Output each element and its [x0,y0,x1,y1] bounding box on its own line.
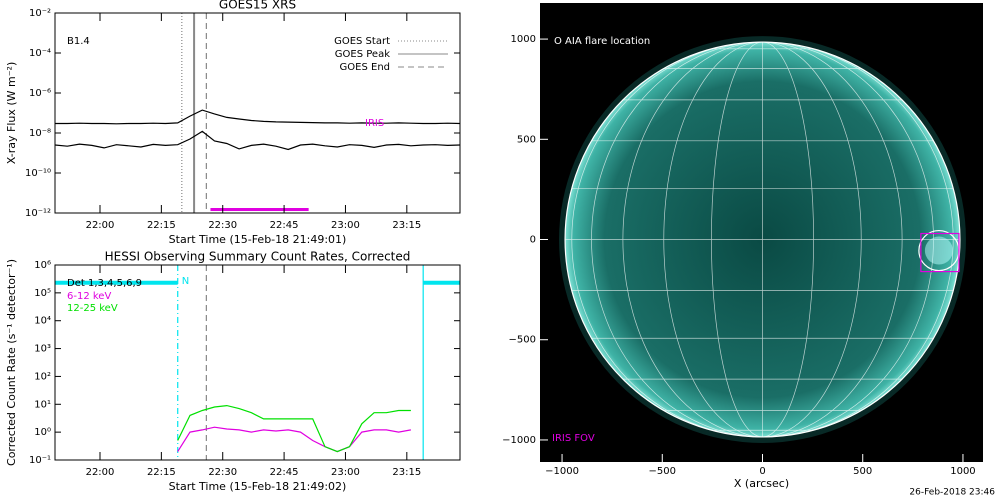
y-tick-label: 10⁰ [34,427,51,438]
x-axis-label: Start Time (15-Feb-18 21:49:01) [169,233,347,246]
image-area [559,36,966,443]
x-tick-label: 22:00 [86,467,115,478]
y-tick-label: 1000 [511,34,536,45]
x-tick-label: 22:15 [147,467,176,478]
x-tick-label: 23:00 [331,467,360,478]
iris-label: IRIS [365,118,384,129]
x-tick-label: 500 [853,466,872,477]
annotation: N [182,276,189,287]
x-tick-label: 22:15 [147,220,176,231]
y-tick-label: 0 [530,235,536,246]
panel: O AIA flare location IRIS FOV SDO/AIA AIA_… [502,2,983,490]
y-tick-label: 10⁻⁴ [29,48,51,59]
y-tick-label: 10⁶ [34,260,51,271]
x-tick-label: 23:15 [392,220,421,231]
y-tick-label: 10⁻⁶ [29,88,51,99]
x-tick-label: 22:45 [270,467,299,478]
x-tick-label: 1000 [950,466,975,477]
data-line [55,130,460,151]
y-tick-label: 10⁻⁸ [29,128,51,139]
x-tick-label: 22:45 [270,220,299,231]
plot-area [55,13,460,213]
y-tick-label: 10⁵ [34,288,51,299]
y-tick-label: 10⁻¹ [29,455,51,466]
y-tick-label: −1000 [502,435,536,446]
legend-title: Det 1,3,4,5,6,9 [67,278,142,289]
panel: HESSI Observing Summary Count Rates, Cor… [5,250,461,493]
flare-location-label: O AIA flare location [554,36,650,47]
annotation: B1.4 [67,36,90,47]
plot-frame [54,12,461,214]
x-tick-label: 23:00 [331,220,360,231]
iris-fov [920,232,960,273]
x-tick-label: 22:30 [208,220,237,231]
legend-label: GOES Peak [335,49,390,60]
data-line [55,109,460,125]
y-tick-label: 10³ [34,344,51,355]
legend-label: GOES Start [334,36,390,47]
chart-title: GOES15 XRS [219,0,296,12]
legend-label: GOES End [340,62,390,73]
x-tick-label: −1000 [545,466,579,477]
x-tick-label: 22:00 [86,220,115,231]
y-axis-label: X-ray Flux (W m⁻²) [5,62,18,164]
y-tick-label: 10¹ [34,399,51,410]
y-tick-label: 500 [517,134,536,145]
y-axis-label: Corrected Count Rate (s⁻¹ detector⁻¹) [5,259,18,466]
iris-fov-label: IRIS FOV [552,433,595,444]
y-tick-label: −500 [509,335,536,346]
y-tick-label: 10⁻¹² [25,208,51,219]
x-axis-label: Start Time (15-Feb-18 21:49:02) [169,480,347,493]
x-tick-label: −500 [649,466,676,477]
x-tick-label: 23:15 [392,467,421,478]
data-line [177,426,412,453]
x-axis-label: X (arcsec) [734,477,789,490]
footer: 26-Feb-2018 23:46 [909,488,995,498]
active-region [924,236,953,265]
chart-title: HESSI Observing Summary Count Rates, Cor… [105,250,411,264]
legend-label: 6-12 keV [67,291,111,302]
plot-area [55,265,460,460]
y-tick-label: 10⁻¹⁰ [25,168,51,179]
chart-title: SDO/AIA AIA_1 SDO/JSOC-SDP 131 15-Feb-20… [555,2,946,16]
legend-label: 12-25 keV [67,303,118,314]
y-tick-label: 10² [34,371,51,382]
panel: GOES15 XRS Start Time (15-Feb-18 21:49:01… [5,0,461,246]
y-tick-label: 10⁻² [29,8,51,19]
x-tick-label: 0 [759,466,765,477]
x-tick-label: 22:30 [208,467,237,478]
plot-frame [54,264,461,461]
data-line [177,404,411,453]
y-tick-label: 10⁴ [34,316,51,327]
